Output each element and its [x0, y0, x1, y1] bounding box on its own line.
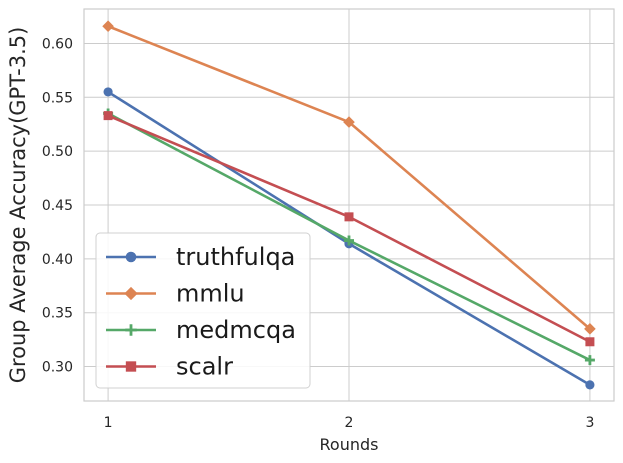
- y-tick-label: 0.60: [42, 36, 73, 52]
- y-tick-label: 0.40: [42, 252, 73, 268]
- y-tick-label: 0.50: [42, 144, 73, 160]
- x-axis-ticks: 1 2 3: [104, 415, 595, 431]
- x-tick-label: 2: [345, 415, 354, 431]
- legend-item-medmcqa: medmcqa: [106, 316, 296, 344]
- data-point-medmcqa: [584, 355, 595, 366]
- legend-box: [95, 232, 311, 389]
- series-mmlu: [102, 20, 596, 335]
- x-axis-label: Rounds: [320, 435, 379, 454]
- legend-marker: [125, 324, 137, 336]
- data-point-truthfulqa: [585, 380, 595, 390]
- y-tick-label: 0.30: [42, 360, 73, 376]
- y-axis-ticks: 0.30 0.35 0.40 0.45 0.50 0.55 0.60: [42, 36, 73, 375]
- legend-item-mmlu: mmlu: [106, 280, 245, 308]
- y-tick-label: 0.35: [42, 306, 73, 322]
- legend-label: scalr: [176, 353, 233, 381]
- y-tick-label: 0.55: [42, 90, 73, 106]
- legend-label: medmcqa: [176, 316, 296, 344]
- data-point-mmlu: [584, 323, 596, 335]
- legend-label: truthfulqa: [176, 243, 295, 271]
- data-point-medmcqa: [344, 235, 354, 246]
- legend-marker: [124, 286, 138, 301]
- data-point-scalr: [103, 111, 113, 121]
- y-axis-label: Group Average Accuracy(GPT-3.5): [6, 27, 30, 384]
- series-layer: [102, 20, 596, 390]
- legend-item-scalr: scalr: [106, 353, 233, 381]
- x-tick-label: 1: [104, 415, 113, 431]
- y-tick-label: 0.45: [42, 198, 73, 214]
- data-point-scalr: [344, 212, 354, 222]
- legend-marker: [125, 251, 137, 263]
- data-point-scalr: [585, 337, 595, 347]
- legend-item-truthfulqa: truthfulqa: [106, 243, 295, 271]
- data-point-truthfulqa: [103, 87, 113, 97]
- legend: truthfulqa mmlu medmcqa scalr: [95, 232, 311, 389]
- data-point-mmlu: [102, 20, 114, 33]
- x-tick-label: 3: [585, 415, 594, 431]
- plot-area-frame: [83, 8, 615, 402]
- data-point-mmlu: [343, 116, 355, 128]
- series-scalr: [103, 111, 595, 347]
- legend-label: mmlu: [176, 280, 245, 308]
- legend-marker: [125, 361, 137, 372]
